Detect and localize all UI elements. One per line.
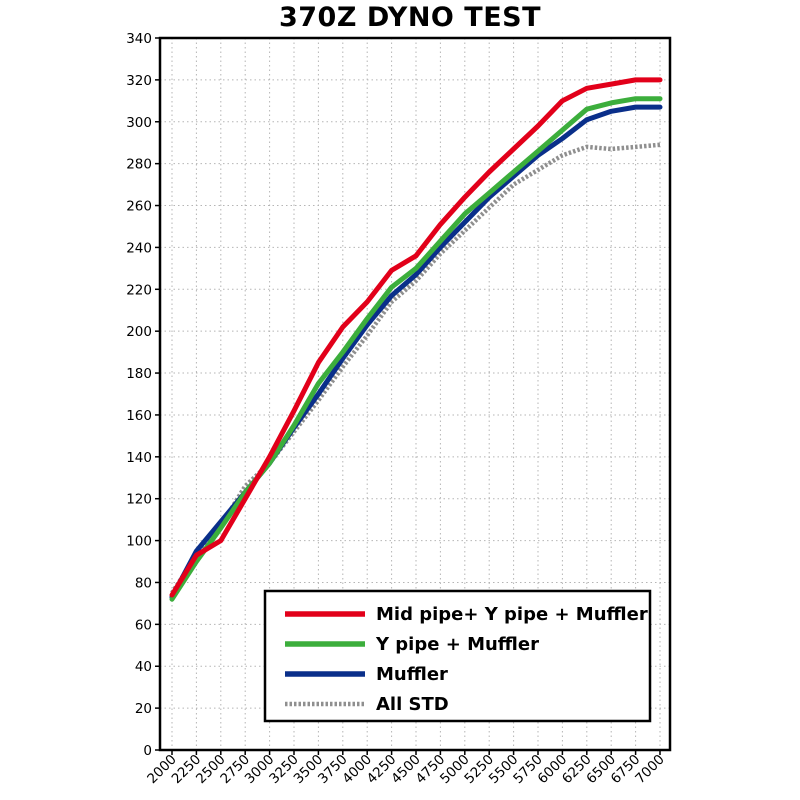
- y-tick-label: 300: [126, 115, 152, 131]
- chart-title: 370Z DYNO TEST: [278, 2, 541, 33]
- y-tick-label: 180: [126, 366, 152, 382]
- y-axis: 0 20 40 60 80 100 120 140 160 180 200 220 240 260 280 3…: [126, 31, 160, 759]
- y-tick-label: 120: [126, 492, 152, 508]
- legend-label-0: Mid pipe+ Y pipe + Muffler: [376, 604, 648, 625]
- series-lines: [169, 77, 663, 602]
- y-tick-label: 160: [126, 408, 152, 424]
- legend-label-2: Muffler: [376, 664, 448, 685]
- y-tick-label: 340: [126, 31, 152, 47]
- y-tick-label: 260: [126, 199, 152, 215]
- y-tick-label: 200: [126, 324, 152, 340]
- y-tick-label: 240: [126, 240, 152, 256]
- series-line-2: [169, 104, 663, 600]
- y-tick-label: 80: [135, 575, 152, 591]
- x-axis: 2000225025002750300032503500375040004250…: [144, 750, 668, 787]
- legend: Mid pipe+ Y pipe + Muffler Y pipe + Muffl…: [263, 589, 652, 723]
- legend-label-1: Y pipe + Muffler: [375, 634, 539, 655]
- x-tick-label: 7000: [632, 752, 668, 788]
- plot-frame: [158, 36, 672, 752]
- y-tick-label: 20: [135, 701, 152, 717]
- y-tick-label: 140: [126, 450, 152, 466]
- y-tick-label: 40: [135, 659, 152, 675]
- series-line-3: [170, 142, 661, 595]
- y-tick-label: 0: [143, 743, 152, 759]
- y-tick-label: 220: [126, 282, 152, 298]
- series-line-0: [169, 77, 663, 598]
- y-tick-label: 60: [135, 617, 152, 633]
- y-tick-label: 100: [126, 534, 152, 550]
- y-tick-label: 320: [126, 73, 152, 89]
- legend-label-3: All STD: [376, 694, 449, 715]
- y-tick-label: 280: [126, 157, 152, 173]
